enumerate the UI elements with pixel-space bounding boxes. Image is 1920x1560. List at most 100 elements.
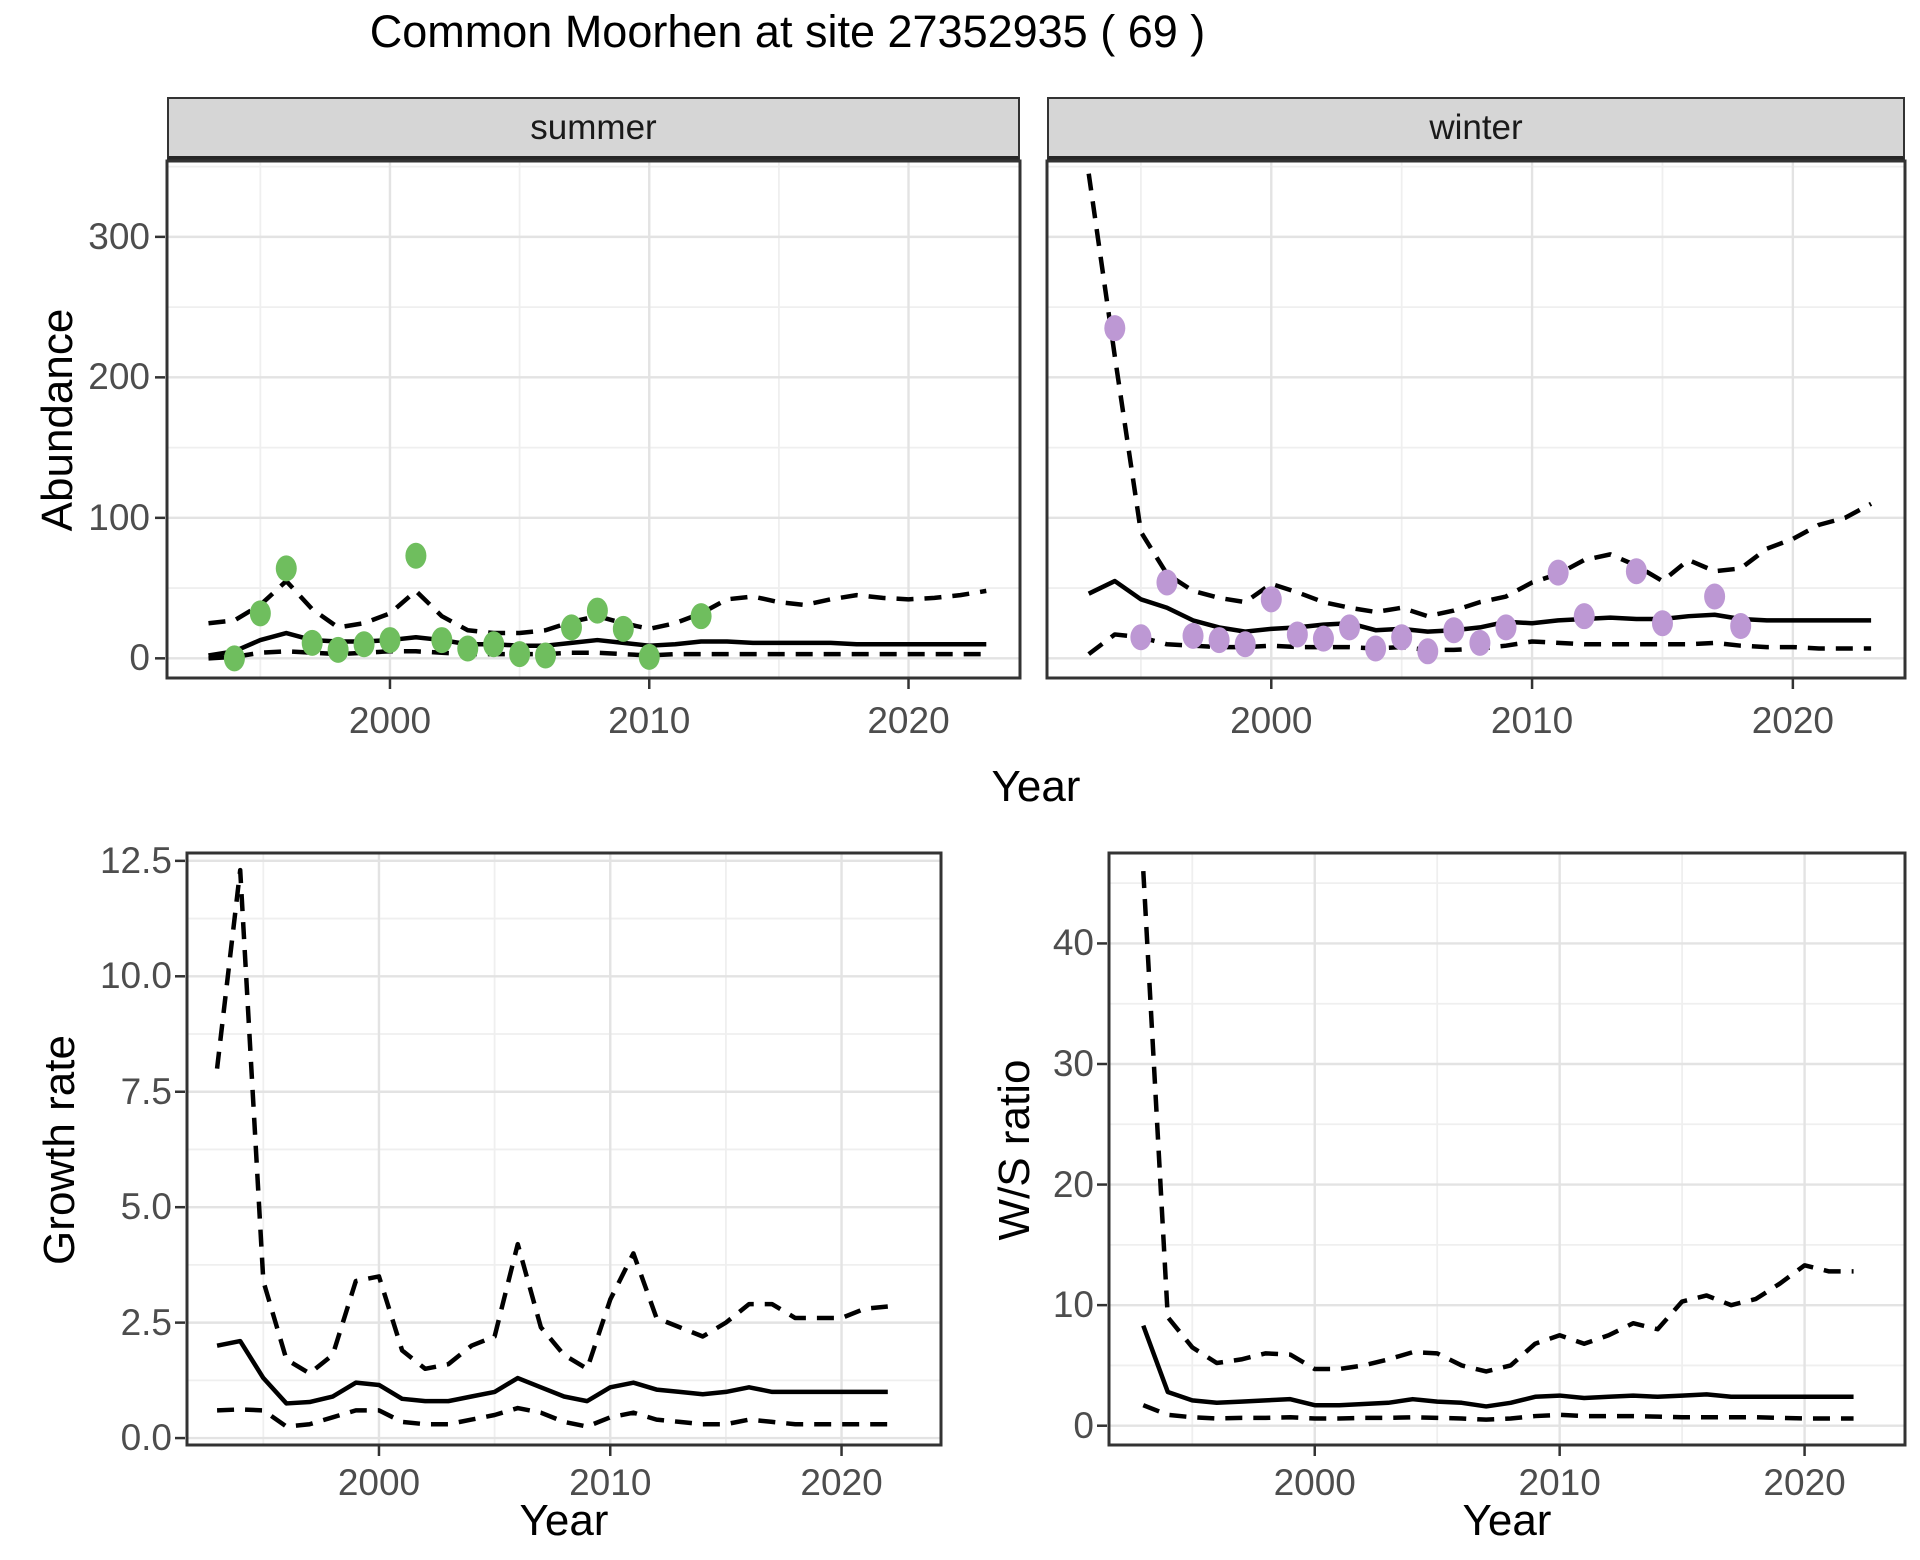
facet-strip-summer: summer (167, 97, 1020, 161)
data-point (223, 645, 245, 672)
data-point (327, 636, 349, 663)
data-point (560, 614, 582, 641)
x-tick-label: 2010 (569, 1462, 652, 1503)
data-point (1260, 586, 1282, 613)
x-tick-label: 2020 (1751, 700, 1835, 741)
data-point (1312, 625, 1334, 652)
gridlines (167, 161, 1020, 678)
credible-interval-line (1141, 870, 1854, 1374)
y-tick-label: 5.0 (120, 1186, 172, 1228)
summer-panel (155, 159, 1022, 689)
y-tick-label: 30 (1052, 1042, 1094, 1084)
data-point (275, 555, 297, 582)
median-line (216, 1338, 888, 1406)
data-point (1469, 629, 1491, 656)
panel-border (185, 851, 943, 1447)
x-tick-label: 2010 (608, 700, 691, 741)
data-point (638, 643, 660, 670)
data-point (249, 600, 271, 627)
y-tick-label: 0.0 (120, 1417, 172, 1459)
data-point (405, 542, 427, 569)
axis-ticks (175, 859, 843, 1456)
panel-background (1047, 161, 1905, 678)
data-points (1104, 315, 1752, 665)
data-point (1365, 635, 1387, 662)
y-tick-label: 10.0 (99, 955, 172, 997)
panel-background (167, 161, 1020, 678)
x-tick-label: 2020 (867, 700, 950, 741)
data-point (1286, 621, 1308, 648)
data-point (379, 627, 401, 654)
x-tick-label: 2020 (800, 1462, 883, 1503)
y-tick-label: 7.5 (120, 1070, 172, 1112)
axis-ticks (1097, 942, 1806, 1456)
facet-strip-summer-label: summer (530, 107, 657, 147)
data-point (457, 635, 479, 662)
credible-interval-line (216, 1405, 888, 1429)
credible-interval-line (214, 867, 889, 1376)
data-point (1339, 614, 1361, 641)
data-point (509, 641, 531, 668)
data-point (1495, 614, 1517, 641)
panel-border (1107, 851, 1907, 1447)
data-point (1208, 627, 1230, 654)
data-point (612, 615, 634, 642)
series-group (214, 867, 889, 1429)
data-point (301, 629, 323, 656)
y-tick-label: 100 (88, 496, 150, 538)
x-tick-label: 2000 (337, 1462, 421, 1503)
data-point (1730, 613, 1752, 640)
x-tick-label: 2000 (348, 700, 432, 741)
x-tick-label: 2000 (1230, 700, 1313, 741)
data-point (1651, 610, 1673, 637)
facet-strip-winter-label: winter (1429, 107, 1523, 147)
data-point (1417, 638, 1439, 665)
ws-ratio-axis-title: W/S ratio (990, 1059, 1039, 1241)
growth-panel (175, 851, 943, 1456)
panel-border (165, 159, 1022, 680)
year-axis-title-growth: Year (519, 1496, 609, 1545)
credible-interval-line (208, 649, 987, 661)
year-axis-title-ws: Year (1462, 1496, 1552, 1545)
growth-rate-axis-title: Growth rate (35, 1035, 84, 1265)
data-points (223, 542, 712, 672)
x-tick-label: 2010 (1518, 1462, 1601, 1503)
facet-strip-winter: winter (1047, 97, 1905, 161)
series-group (1141, 870, 1854, 1422)
gridlines (187, 853, 941, 1445)
data-point (1104, 315, 1126, 342)
y-tick-label: 200 (88, 356, 150, 398)
panel-border (1045, 159, 1907, 680)
y-tick-label: 20 (1052, 1163, 1094, 1205)
y-tick-label: 10 (1052, 1284, 1094, 1326)
data-point (535, 642, 557, 669)
data-point (1156, 569, 1178, 596)
y-tick-label: 300 (88, 215, 150, 257)
median-line (1141, 1324, 1854, 1409)
gridlines (1109, 853, 1905, 1445)
axis-ticks (155, 235, 910, 689)
credible-interval-line (1142, 1403, 1854, 1422)
x-tick-label: 2010 (1490, 700, 1574, 741)
y-tick-label: 12.5 (99, 839, 172, 881)
data-point (353, 631, 375, 658)
y-tick-label: 2.5 (120, 1301, 172, 1343)
data-point (483, 631, 505, 658)
data-point (586, 597, 608, 624)
chart-title: Common Moorhen at site 27352935 ( 69 ) (369, 6, 1206, 57)
y-tick-label: 40 (1052, 922, 1094, 964)
ws-panel (1097, 851, 1907, 1456)
year-axis-title-top: Year (991, 762, 1081, 811)
gridlines (1047, 161, 1905, 678)
data-point (431, 627, 453, 654)
data-point (1443, 617, 1465, 644)
x-tick-label: 2000 (1273, 1462, 1356, 1503)
credible-interval-line (1086, 173, 1873, 619)
data-point (1391, 624, 1413, 651)
x-tick-label: 2020 (1763, 1462, 1846, 1503)
y-tick-label: 0 (129, 637, 150, 679)
data-point (1704, 583, 1726, 610)
data-point (1547, 559, 1569, 586)
winter-panel (1045, 159, 1907, 689)
